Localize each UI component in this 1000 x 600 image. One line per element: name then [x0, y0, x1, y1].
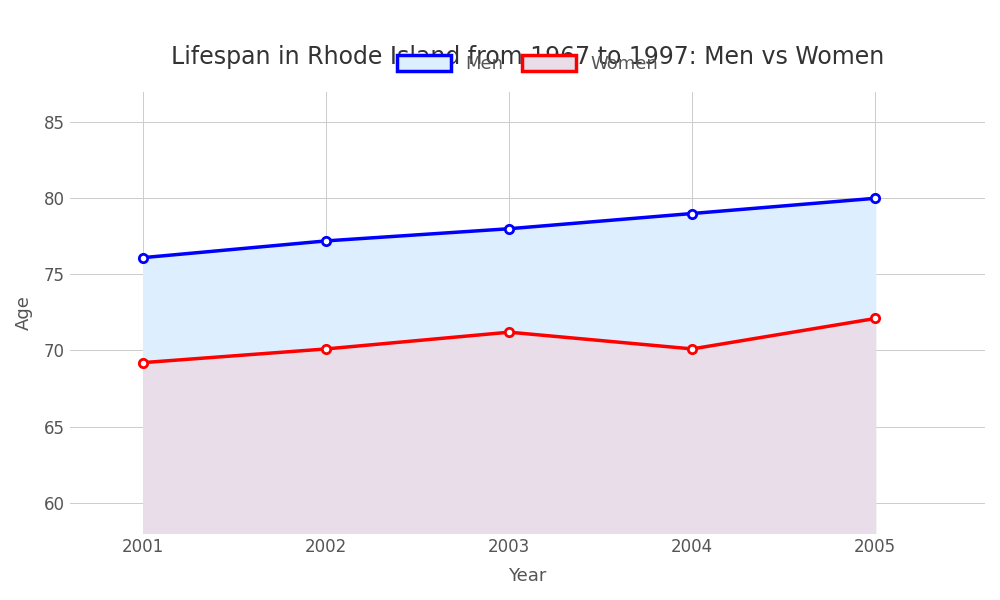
Title: Lifespan in Rhode Island from 1967 to 1997: Men vs Women: Lifespan in Rhode Island from 1967 to 19…: [171, 45, 884, 69]
Legend: Men, Women: Men, Women: [390, 48, 665, 80]
Y-axis label: Age: Age: [15, 295, 33, 330]
X-axis label: Year: Year: [508, 567, 547, 585]
